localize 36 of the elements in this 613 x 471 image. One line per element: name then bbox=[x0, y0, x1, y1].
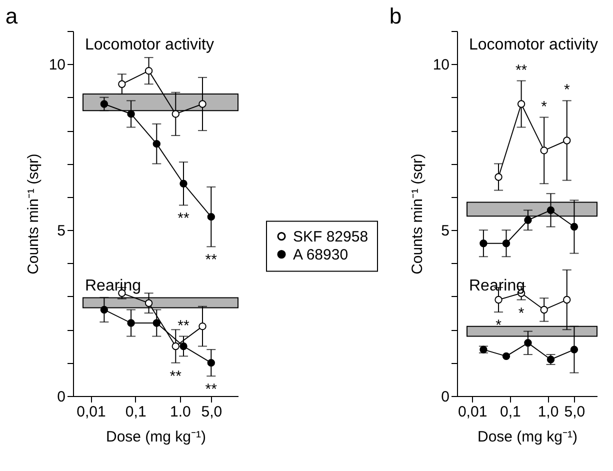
annotation: Locomotor activity bbox=[85, 36, 214, 54]
legend-label: A 68930 bbox=[293, 246, 348, 264]
annotation: ** bbox=[205, 381, 218, 398]
annotation: * bbox=[518, 304, 524, 322]
chart-title: b bbox=[389, 4, 402, 28]
y-tick-label: 10 bbox=[432, 56, 450, 74]
x-tick-label: 5,0 bbox=[564, 404, 586, 420]
x-tick-label: 0,01 bbox=[458, 404, 488, 420]
y-tick-label: 5 bbox=[57, 222, 66, 240]
x-tick-label: 0,1 bbox=[500, 404, 521, 420]
x-axis-title: Dose (mg kg⁻¹) bbox=[477, 428, 578, 446]
y-axis-title: Counts min⁻¹ (sqr) bbox=[408, 154, 426, 274]
x-tick-label: 0,1 bbox=[125, 404, 146, 420]
annotation: ** bbox=[170, 368, 182, 385]
x-axis-title: Dose (mg kg⁻¹) bbox=[106, 428, 206, 446]
x-tick-label: 5,0 bbox=[201, 404, 222, 420]
x-tick-label: 1.0 bbox=[170, 404, 191, 420]
annotation: * bbox=[564, 82, 570, 99]
annotation: * bbox=[496, 317, 502, 334]
annotation: ** bbox=[178, 210, 190, 228]
x-tick-label: 1,0 bbox=[538, 404, 559, 420]
y-tick-label: 0 bbox=[441, 388, 450, 406]
annotation: Locomotor activity bbox=[469, 36, 598, 54]
y-axis-title: Counts min⁻¹ (sqr) bbox=[24, 154, 42, 274]
annotation: Rearing bbox=[85, 277, 142, 294]
annotation: ** bbox=[515, 62, 528, 79]
legend-label: SKF 82958 bbox=[293, 228, 368, 246]
x-tick-label: 0,01 bbox=[76, 404, 106, 420]
annotation: ** bbox=[205, 252, 218, 269]
chart-title: a bbox=[5, 4, 18, 28]
y-tick-label: 5 bbox=[441, 222, 450, 240]
annotation: * bbox=[541, 98, 548, 116]
y-tick-label: 0 bbox=[57, 388, 66, 406]
annotation: ** bbox=[178, 317, 190, 334]
y-tick-label: 10 bbox=[48, 56, 66, 74]
annotation: Rearing bbox=[469, 277, 526, 294]
